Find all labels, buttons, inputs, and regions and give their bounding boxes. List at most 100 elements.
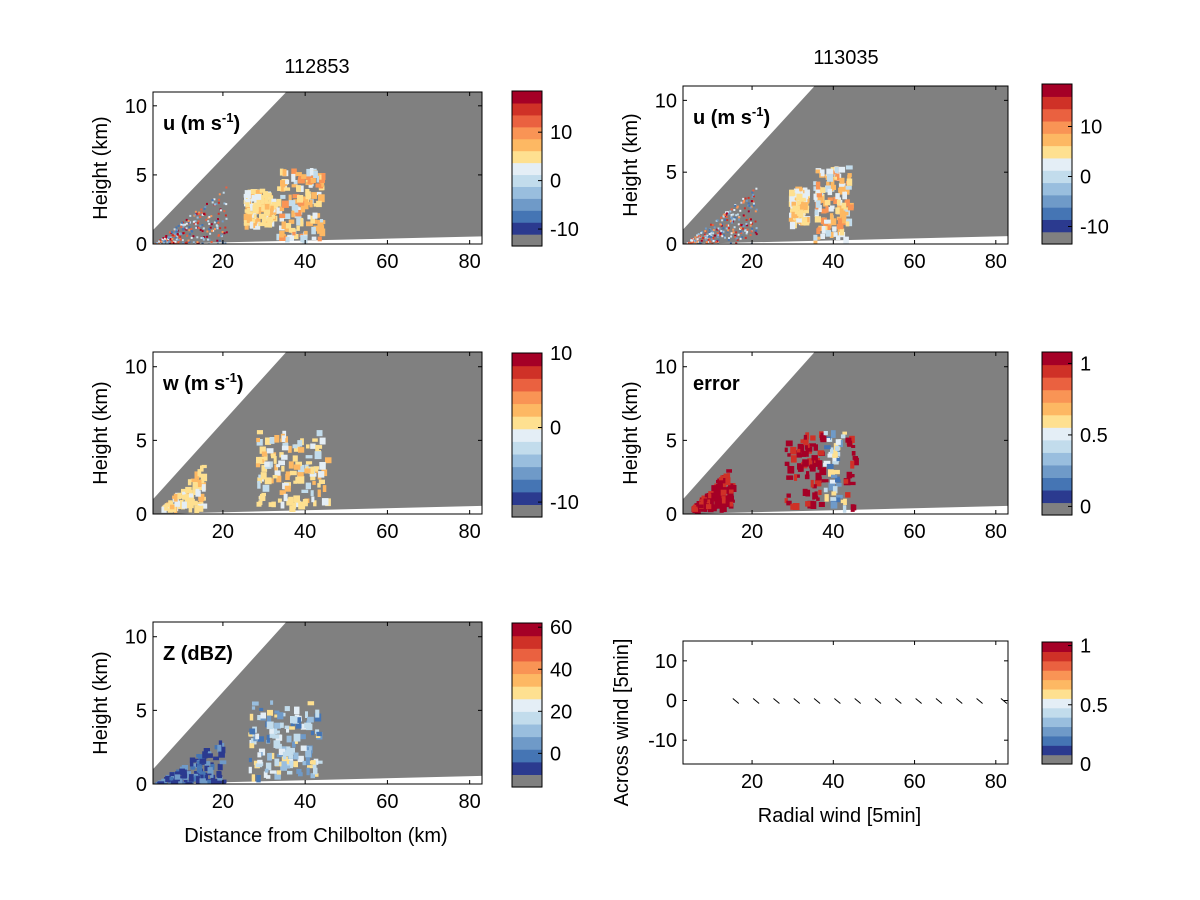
- panel-annotation: w (m s-1): [162, 370, 243, 395]
- data-cell: [200, 211, 203, 214]
- data-cell: [808, 465, 816, 469]
- data-cell: [248, 732, 253, 737]
- data-cell: [198, 754, 205, 759]
- data-cell: [206, 753, 213, 758]
- feature-1: [784, 430, 859, 513]
- colorbar-band: [512, 698, 542, 712]
- data-cell: [733, 218, 736, 221]
- x-tick-label: 40: [294, 791, 316, 813]
- data-cell: [181, 488, 188, 494]
- axes-frame: [682, 640, 1009, 765]
- data-cell: [270, 205, 274, 212]
- data-cell: [752, 189, 755, 192]
- data-cell: [289, 505, 296, 512]
- data-cell: [824, 199, 831, 206]
- data-cell: [746, 228, 749, 231]
- data-cell: [317, 489, 321, 497]
- data-cell: [813, 444, 818, 451]
- colorbar: -10 0 10: [1041, 83, 1109, 245]
- data-cell: [696, 234, 699, 237]
- y-tick-label: 5: [136, 700, 147, 722]
- data-cell: [271, 201, 278, 209]
- data-cell: [797, 212, 801, 216]
- data-cell: [826, 438, 831, 442]
- data-cell: [260, 472, 267, 480]
- data-cell: [201, 213, 204, 216]
- data-cell: [293, 480, 297, 484]
- data-cell: [223, 202, 226, 205]
- data-cell: [717, 239, 720, 242]
- data-cell: [787, 466, 795, 474]
- data-cell: [295, 476, 302, 484]
- data-cell: [307, 701, 315, 706]
- data-cell: [797, 448, 801, 453]
- data-cell: [735, 231, 738, 234]
- data-cell: [796, 218, 802, 223]
- data-cell: [216, 771, 221, 777]
- data-cell: [259, 707, 264, 711]
- ylabel-height: Height (km): [620, 113, 642, 216]
- panel-annotation: error: [693, 373, 740, 395]
- data-cell: [179, 500, 184, 506]
- colorbar-band: [512, 774, 542, 788]
- data-cell: [276, 464, 280, 468]
- data-cell: [191, 230, 194, 233]
- data-cell: [725, 227, 728, 230]
- data-cell: [728, 212, 731, 215]
- data-cell: [817, 205, 822, 213]
- data-cell: [199, 216, 202, 218]
- data-cell: [736, 206, 739, 209]
- data-cell: [739, 230, 742, 233]
- data-cell: [815, 472, 822, 481]
- data-cell: [200, 237, 203, 239]
- data-cell: [744, 236, 747, 239]
- data-cell: [297, 464, 305, 473]
- data-cell: [804, 445, 808, 450]
- data-cell: [799, 197, 806, 202]
- data-cell: [720, 224, 723, 227]
- data-cell: [814, 208, 818, 215]
- colorbar-band: [512, 365, 542, 379]
- colorbar-tick-label: 0: [1080, 754, 1091, 776]
- data-cell: [827, 206, 834, 212]
- data-cell: [705, 235, 708, 238]
- data-cell: [297, 471, 304, 477]
- data-cell: [712, 229, 715, 232]
- scan-wedge: [153, 622, 482, 784]
- data-cell: [272, 734, 280, 739]
- data-cell: [845, 185, 852, 190]
- data-cell: [217, 234, 220, 237]
- data-cell: [199, 778, 206, 784]
- data-cell: [727, 227, 730, 230]
- data-cell: [297, 195, 304, 203]
- data-cell: [717, 227, 720, 230]
- data-cell: [724, 219, 727, 221]
- data-cell: [706, 234, 709, 237]
- data-cell: [288, 219, 295, 224]
- data-cell: [306, 444, 310, 449]
- data-cell: [260, 195, 265, 203]
- panel-annotation: Z (dBZ): [163, 643, 233, 665]
- data-cell: [835, 494, 843, 499]
- data-cell: [317, 220, 324, 227]
- data-cell: [283, 493, 288, 502]
- data-cell: [307, 765, 314, 769]
- data-cell: [318, 225, 325, 231]
- data-cell: [245, 202, 250, 208]
- data-cell: [276, 198, 282, 207]
- data-cell: [726, 469, 732, 473]
- data-cell: [175, 235, 178, 238]
- colorbar-frame: [511, 352, 543, 518]
- data-cell: [734, 216, 737, 219]
- data-cell: [257, 477, 262, 484]
- data-cell: [316, 760, 323, 764]
- data-cell: [823, 226, 830, 231]
- data-cell: [216, 225, 219, 228]
- data-cell: [255, 763, 263, 768]
- data-cell: [267, 709, 273, 716]
- xlabel-distance: Distance from Chilbolton (km): [184, 825, 447, 847]
- data-cell: [827, 225, 831, 231]
- data-cell: [280, 180, 287, 187]
- data-cell: [210, 764, 215, 768]
- data-cell: [196, 226, 199, 229]
